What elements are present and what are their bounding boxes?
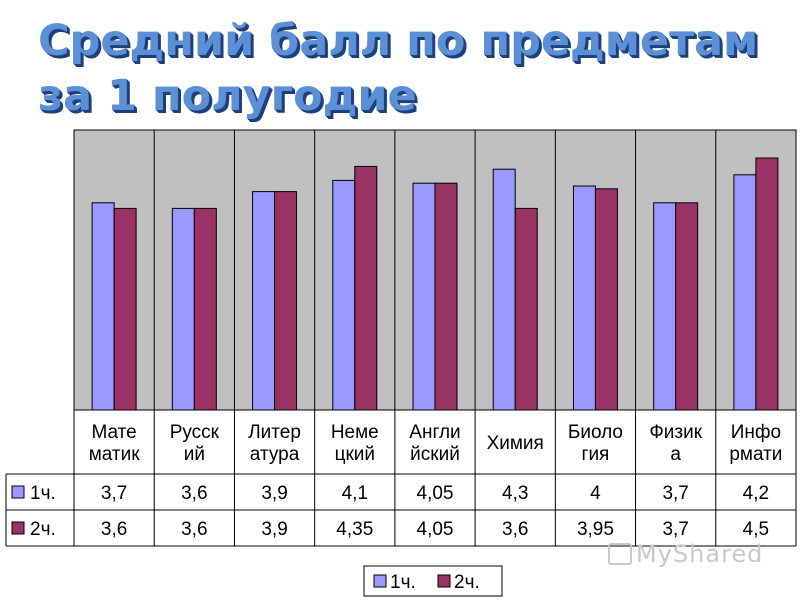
legend-swatch bbox=[373, 574, 387, 588]
watermark-icon bbox=[608, 543, 632, 565]
x-tick-label: Инфо bbox=[731, 422, 781, 443]
x-tick-label: Англи bbox=[409, 422, 460, 443]
data-label: 4,5 bbox=[743, 519, 769, 540]
bar-1-6 bbox=[492, 168, 516, 411]
data-label: 3,7 bbox=[662, 483, 688, 504]
data-label: 4 bbox=[590, 483, 601, 504]
legend-label: 1ч. bbox=[390, 572, 416, 593]
title-line-1: Средний балл по предметам bbox=[38, 16, 759, 66]
x-tick-label: Литер bbox=[248, 422, 301, 443]
table-series-name: 1ч. bbox=[30, 483, 56, 504]
bar-1-3 bbox=[252, 191, 276, 411]
bar-1-4 bbox=[332, 179, 356, 411]
data-label: 3,9 bbox=[261, 483, 287, 504]
table-legend-swatch bbox=[11, 521, 25, 535]
data-label: 3,9 bbox=[261, 519, 287, 540]
bar-1-8 bbox=[653, 202, 677, 411]
data-label: 4,1 bbox=[342, 483, 368, 504]
data-label: 3,6 bbox=[502, 519, 528, 540]
bar-1-1 bbox=[91, 202, 115, 411]
bar-2-6 bbox=[514, 207, 538, 411]
x-tick-label: Химия bbox=[487, 433, 544, 454]
legend bbox=[363, 565, 503, 597]
x-tick-label: гия bbox=[582, 444, 610, 465]
x-tick-label: Биоло bbox=[568, 422, 623, 443]
bar-2-9 bbox=[755, 157, 779, 411]
table-legend-swatch bbox=[11, 485, 25, 499]
data-label: 4,35 bbox=[336, 519, 373, 540]
data-label: 3,6 bbox=[181, 483, 207, 504]
data-label: 3,7 bbox=[101, 483, 127, 504]
x-tick-label: Неме bbox=[331, 422, 379, 443]
bar-2-4 bbox=[354, 165, 378, 411]
bar-2-7 bbox=[594, 188, 618, 411]
data-label: 4,2 bbox=[743, 483, 769, 504]
bar-1-5 bbox=[412, 182, 436, 411]
page-title: Средний балл по предметам за 1 полугодие bbox=[38, 14, 778, 124]
x-tick-label: а bbox=[670, 444, 681, 465]
bar-1-2 bbox=[171, 207, 195, 411]
bar-2-3 bbox=[274, 191, 298, 411]
x-tick-label: Мате bbox=[91, 422, 136, 443]
data-label: 3,7 bbox=[662, 519, 688, 540]
x-tick-label: ий bbox=[184, 444, 205, 465]
watermark-text: MyShared bbox=[636, 540, 764, 568]
legend-swatch bbox=[437, 574, 451, 588]
table-series-name: 2ч. bbox=[30, 519, 56, 540]
bar-2-8 bbox=[675, 202, 699, 411]
data-label: 3,6 bbox=[101, 519, 127, 540]
x-tick-label: рмати bbox=[729, 444, 782, 465]
bar-1-9 bbox=[733, 174, 757, 411]
bar-1-7 bbox=[572, 185, 596, 411]
title-line-2: за 1 полугодие bbox=[38, 71, 417, 121]
x-tick-label: Физик bbox=[649, 422, 702, 443]
bar-2-5 bbox=[434, 182, 458, 411]
x-tick-label: атура bbox=[250, 444, 300, 465]
bar-2-2 bbox=[193, 207, 217, 411]
data-label: 4,05 bbox=[417, 483, 454, 504]
x-tick-label: цкий bbox=[335, 444, 375, 465]
x-tick-label: йский bbox=[410, 444, 460, 465]
watermark: MyShared bbox=[608, 540, 763, 568]
x-tick-label: матик bbox=[89, 444, 141, 465]
x-tick-label: Русск bbox=[170, 422, 220, 443]
data-label: 4,05 bbox=[417, 519, 454, 540]
data-label: 4,3 bbox=[502, 483, 528, 504]
legend-label: 2ч. bbox=[454, 572, 480, 593]
data-label: 3,95 bbox=[577, 519, 614, 540]
data-label: 3,6 bbox=[181, 519, 207, 540]
bar-2-1 bbox=[113, 207, 137, 411]
